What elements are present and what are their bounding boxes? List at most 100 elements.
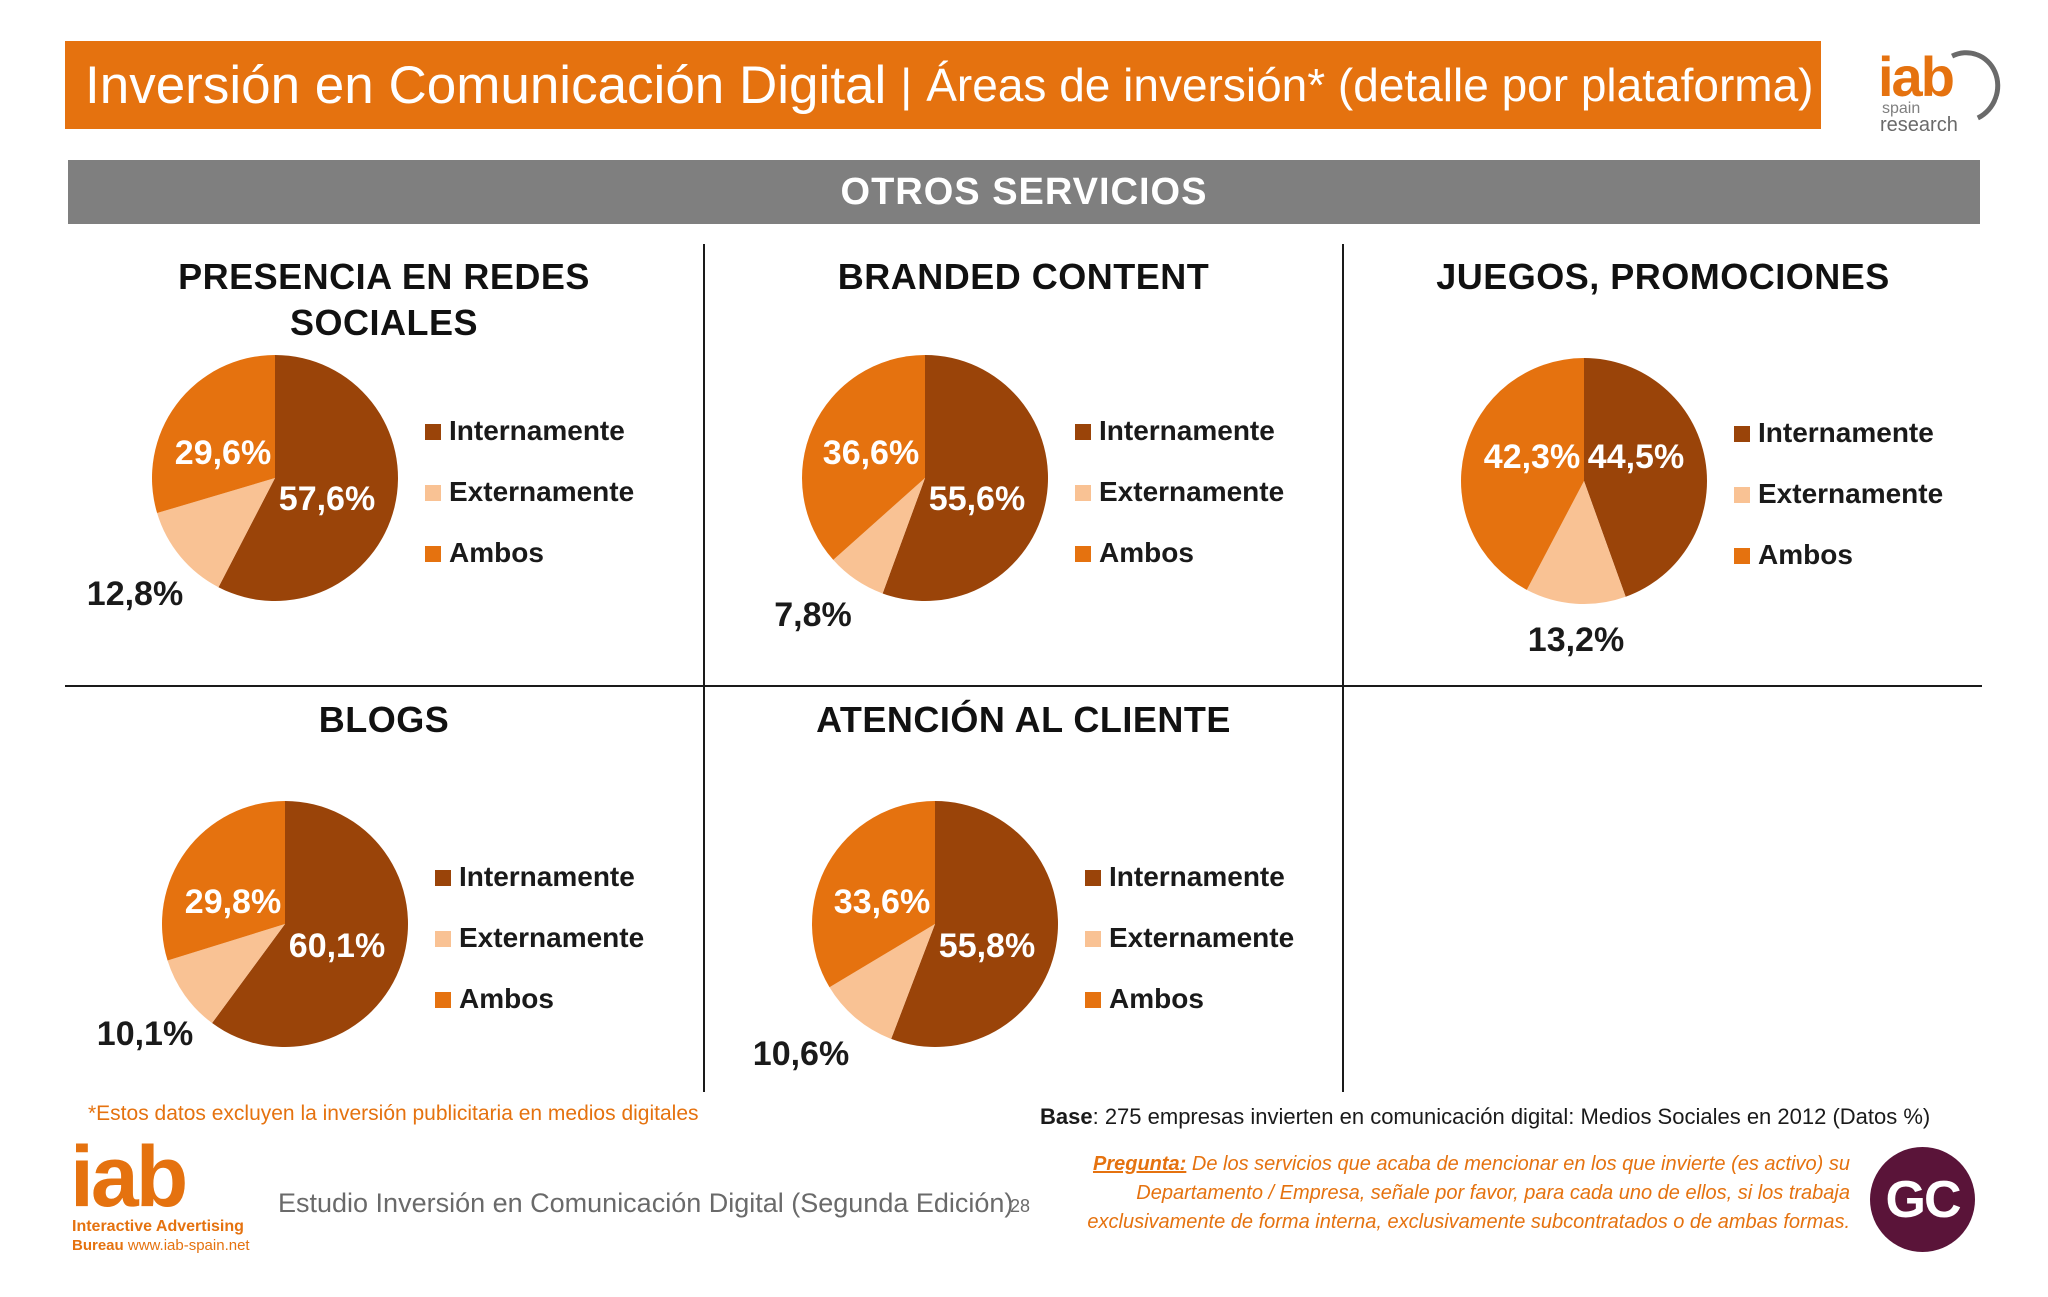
divider-vertical-1 (703, 244, 705, 1092)
legend-label: Externamente (1109, 922, 1295, 953)
legend-swatch (435, 992, 451, 1008)
legend-item-internamente: Internamente (1734, 416, 1943, 477)
legend-item-internamente: Internamente (1085, 860, 1294, 921)
chart-panel-juegos-promociones: JUEGOS, PROMOCIONES 44,5% 13,2% 42,3% Inte… (1344, 244, 1982, 685)
chart-title-line-1: BLOGS (318, 699, 450, 740)
base-text: : 275 empresas invierten en comunicación… (1092, 1104, 1931, 1129)
slice-externamente (829, 924, 935, 1039)
pie-chart-branded-content: 55,6% 7,8% 36,6% (774, 355, 1049, 634)
page-subtitle: Áreas de inversión* (detalle por platafo… (926, 59, 1814, 111)
legend-item-externamente: Externamente (425, 475, 634, 536)
chart-panel-atencion-cliente: ATENCIÓN AL CLIENTE 55,8% 10,6% 33,6% Inte… (705, 687, 1342, 1092)
legend-swatch (1734, 487, 1750, 503)
chart-legend: Internamente Externamente Ambos (1075, 414, 1284, 597)
pie-chart-juegos-promociones: 44,5% 13,2% 42,3% (1461, 358, 1707, 659)
pie-chart-redes-sociales: 57,6% 12,8% 29,6% (87, 355, 398, 613)
pie-chart-atencion-cliente: 55,8% 10,6% 33,6% (753, 801, 1059, 1073)
legend-label: Ambos (1109, 983, 1204, 1014)
gc-logo-text: GC (1885, 1170, 1962, 1229)
legend-label: Ambos (1099, 537, 1194, 568)
legend-item-ambos: Ambos (1085, 982, 1294, 1043)
page-title: Inversión en Comunicación Digital (85, 55, 887, 115)
data-label-internamente: 44,5% (1588, 438, 1684, 476)
legend-item-externamente: Externamente (1075, 475, 1284, 536)
iab-research-logo: iab spain research (1866, 40, 2011, 140)
question-text: De los servicios que acaba de mencionar … (1087, 1153, 1850, 1233)
legend-swatch (425, 424, 441, 440)
slice-internamente (212, 801, 409, 1047)
chart-title-line-1: JUEGOS, PROMOCIONES (1436, 256, 1890, 297)
data-label-externamente: 12,8% (87, 575, 183, 613)
legend-label: Ambos (1758, 539, 1853, 570)
chart-title: BLOGS (65, 697, 703, 743)
legend-item-ambos: Ambos (425, 536, 634, 597)
legend-swatch (425, 485, 441, 501)
legend-item-internamente: Internamente (425, 414, 634, 475)
data-label-internamente: 55,6% (929, 480, 1025, 518)
legend-item-ambos: Ambos (1734, 538, 1943, 599)
chart-panel-branded-content: BRANDED CONTENT 55,6% 7,8% 36,6% Intername… (705, 244, 1342, 685)
logo-line-2: Bureau www.iab-spain.net (72, 1237, 250, 1254)
logo-line-2-url: www.iab-spain.net (123, 1237, 250, 1254)
chart-title-line-1: BRANDED CONTENT (837, 256, 1210, 297)
footnote: *Estos datos excluyen la inversión publi… (88, 1102, 699, 1125)
legend-label: Internamente (1109, 861, 1285, 892)
legend-swatch (1075, 424, 1091, 440)
data-label-internamente: 55,8% (939, 927, 1035, 965)
pie-chart-blogs: 60,1% 10,1% 29,8% (97, 801, 409, 1053)
slice-externamente (157, 478, 275, 588)
logo-line-1: Interactive Advertising (72, 1218, 244, 1235)
data-label-ambos: 42,3% (1484, 438, 1580, 476)
legend-swatch (1085, 931, 1101, 947)
legend-item-ambos: Ambos (1075, 536, 1284, 597)
logo-line-2-bold: Bureau (72, 1237, 124, 1254)
legend-swatch (435, 931, 451, 947)
slice-ambos (151, 355, 275, 514)
chart-title-line-2: SOCIALES (289, 302, 479, 343)
chart-legend: Internamente Externamente Ambos (435, 860, 644, 1043)
chart-title-line-1: ATENCIÓN AL CLIENTE (816, 699, 1231, 740)
legend-label: Internamente (449, 415, 625, 446)
legend-item-externamente: Externamente (1734, 477, 1943, 538)
data-label-internamente: 57,6% (279, 480, 375, 518)
data-label-internamente: 60,1% (289, 927, 385, 965)
legend-label: Ambos (459, 983, 554, 1014)
slice-ambos (802, 355, 925, 560)
data-label-ambos: 29,6% (175, 434, 271, 472)
data-label-ambos: 36,6% (823, 434, 919, 472)
slice-externamente (167, 924, 285, 1024)
legend-label: Internamente (459, 861, 635, 892)
chart-title: JUEGOS, PROMOCIONES (1344, 254, 1982, 300)
iab-logo: iab Interactive Advertising Bureau www.i… (70, 1129, 290, 1258)
legend-label: Externamente (1758, 478, 1944, 509)
legend-label: Ambos (449, 537, 544, 568)
data-label-externamente: 10,6% (753, 1035, 849, 1073)
slice-internamente (891, 801, 1059, 1047)
chart-legend: Internamente Externamente Ambos (1085, 860, 1294, 1043)
divider-vertical-2 (1342, 244, 1344, 1092)
question-label: Pregunta: (1092, 1153, 1187, 1175)
legend-swatch (425, 546, 441, 562)
divider-horizontal (65, 685, 1982, 687)
legend-swatch (1075, 546, 1091, 562)
legend-label: Externamente (459, 922, 645, 953)
legend-label: Internamente (1758, 417, 1934, 448)
chart-panel-blogs: BLOGS 60,1% 10,1% 29,8% Internamente Exter… (65, 687, 703, 1092)
page-number: 28 (1010, 1196, 1031, 1216)
legend-swatch (1734, 548, 1750, 564)
slice-ambos (161, 801, 285, 961)
legend-item-internamente: Internamente (435, 860, 644, 921)
legend-item-externamente: Externamente (435, 921, 644, 982)
base-note: Base: 275 empresas invierten en comunica… (1040, 1104, 1930, 1130)
legend-swatch (1734, 426, 1750, 442)
question-note: Pregunta: De los servicios que acaba de … (1050, 1150, 1850, 1237)
logo-line-spain: spain (1882, 100, 1921, 117)
slice-externamente (1526, 481, 1626, 604)
slice-ambos (1461, 358, 1584, 590)
chart-title: BRANDED CONTENT (705, 254, 1342, 300)
title-bar: Inversión en Comunicación Digital | Área… (65, 41, 1821, 129)
legend-label: Internamente (1099, 415, 1275, 446)
logo-brand: iab (1878, 45, 1955, 108)
data-label-externamente: 13,2% (1528, 621, 1624, 659)
section-header: OTROS SERVICIOS (68, 160, 1980, 224)
